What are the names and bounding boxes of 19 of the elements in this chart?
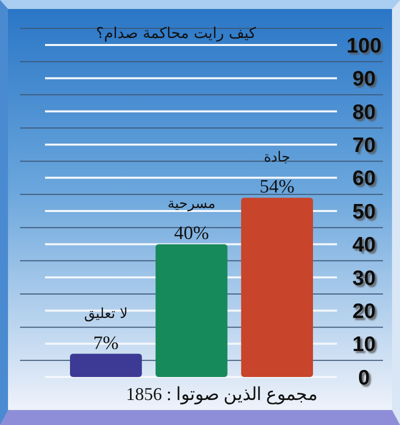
y-tick-label: 50: [352, 200, 376, 224]
x-tick-label: لا تعليق: [84, 306, 128, 322]
text: مجموع الذين صوتوا : 1856: [126, 384, 318, 405]
y-tick-label: 80: [352, 100, 376, 124]
data-label: 7%: [93, 332, 119, 354]
y-tick-label: 60: [352, 167, 376, 190]
data-label: 54%: [260, 176, 295, 198]
x-tick-label: مسرحية: [167, 196, 216, 212]
y-tick-label: 40: [352, 234, 376, 257]
y-tick-label: 20: [352, 300, 376, 323]
y-tick-label: 0: [358, 366, 370, 390]
chart-title: كيف رايت محاكمة صدام؟: [96, 24, 257, 42]
y-tick-label: 90: [352, 68, 376, 91]
y-tick-label: 30: [352, 266, 376, 290]
x-tick-label: جادة: [264, 150, 290, 166]
y-tick-label: 10: [352, 333, 376, 356]
y-tick-label: 100: [346, 34, 382, 58]
y-tick-label: 70: [352, 134, 376, 157]
data-label: 40%: [174, 223, 210, 244]
